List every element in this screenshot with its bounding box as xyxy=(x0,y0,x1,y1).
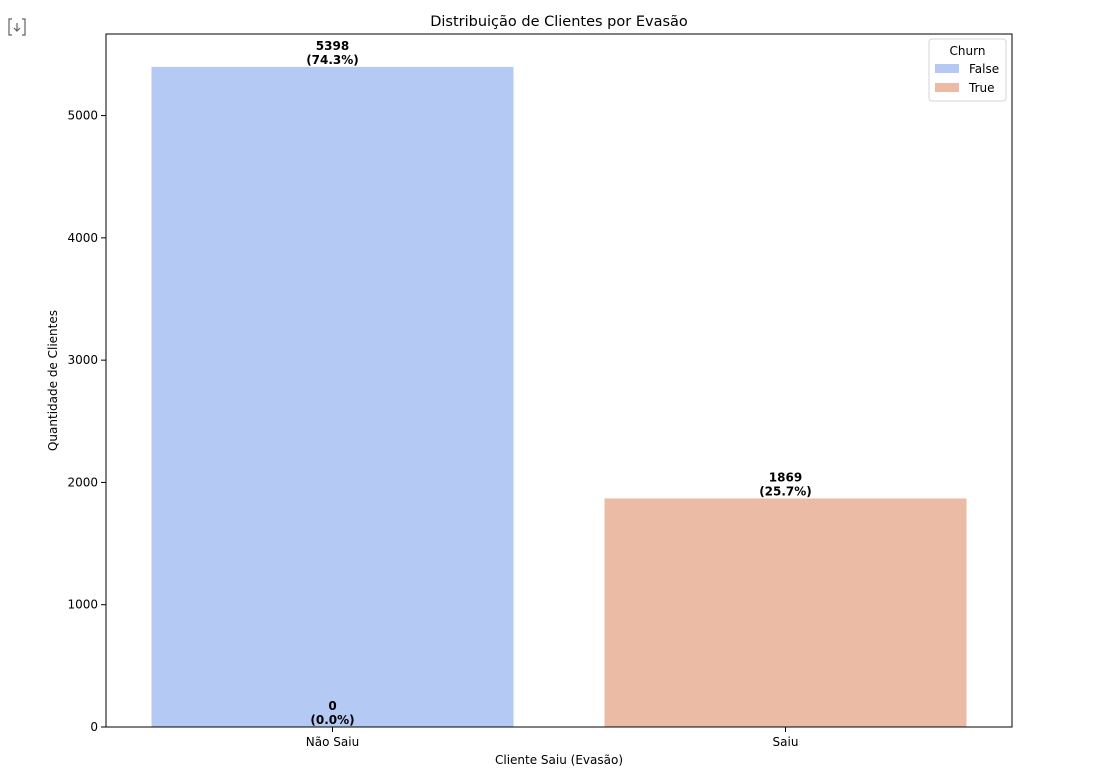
bar-false-0 xyxy=(151,66,514,727)
output-toggle-icon[interactable] xyxy=(6,16,28,38)
plot-frame xyxy=(105,33,1013,728)
x-tick-label: Não Saiu xyxy=(306,735,359,749)
y-tick-label: 5000 xyxy=(67,109,98,123)
y-axis-title: Quantidade de Clientes xyxy=(46,310,60,451)
bar-true-1 xyxy=(604,498,967,727)
data-label-count: 1869 xyxy=(769,470,802,484)
data-label-count: 5398 xyxy=(316,39,349,53)
legend-swatch-false xyxy=(935,64,959,73)
legend-title: Churn xyxy=(950,44,986,58)
y-tick-label: 2000 xyxy=(67,475,98,489)
data-label-count: 0 xyxy=(328,699,336,713)
y-axis: 0 1000 2000 3000 4000 5000 xyxy=(67,109,106,734)
y-tick-label: 0 xyxy=(90,720,98,734)
y-tick-label: 3000 xyxy=(67,353,98,367)
legend: Churn False True xyxy=(928,38,1007,102)
legend-swatch-true xyxy=(935,83,959,92)
legend-entry-false: False xyxy=(969,62,999,76)
data-labels-layer: 5398(74.3%) 0(0.0%) 1869(25.7%) xyxy=(306,39,812,727)
y-tick-label: 4000 xyxy=(67,231,98,245)
x-tick-label: Saiu xyxy=(773,735,799,749)
bars-layer xyxy=(151,66,967,727)
y-tick-label: 1000 xyxy=(67,598,98,612)
legend-entry-true: True xyxy=(968,81,995,95)
data-label-percent: (74.3%) xyxy=(306,53,359,67)
data-label-percent: (25.7%) xyxy=(759,484,812,498)
x-axis-title: Cliente Saiu (Evasão) xyxy=(495,753,623,767)
data-label-percent: (0.0%) xyxy=(310,713,354,727)
x-axis: Não Saiu Saiu xyxy=(306,727,799,749)
chart-title: Distribuição de Clientes por Evasão xyxy=(430,14,688,30)
